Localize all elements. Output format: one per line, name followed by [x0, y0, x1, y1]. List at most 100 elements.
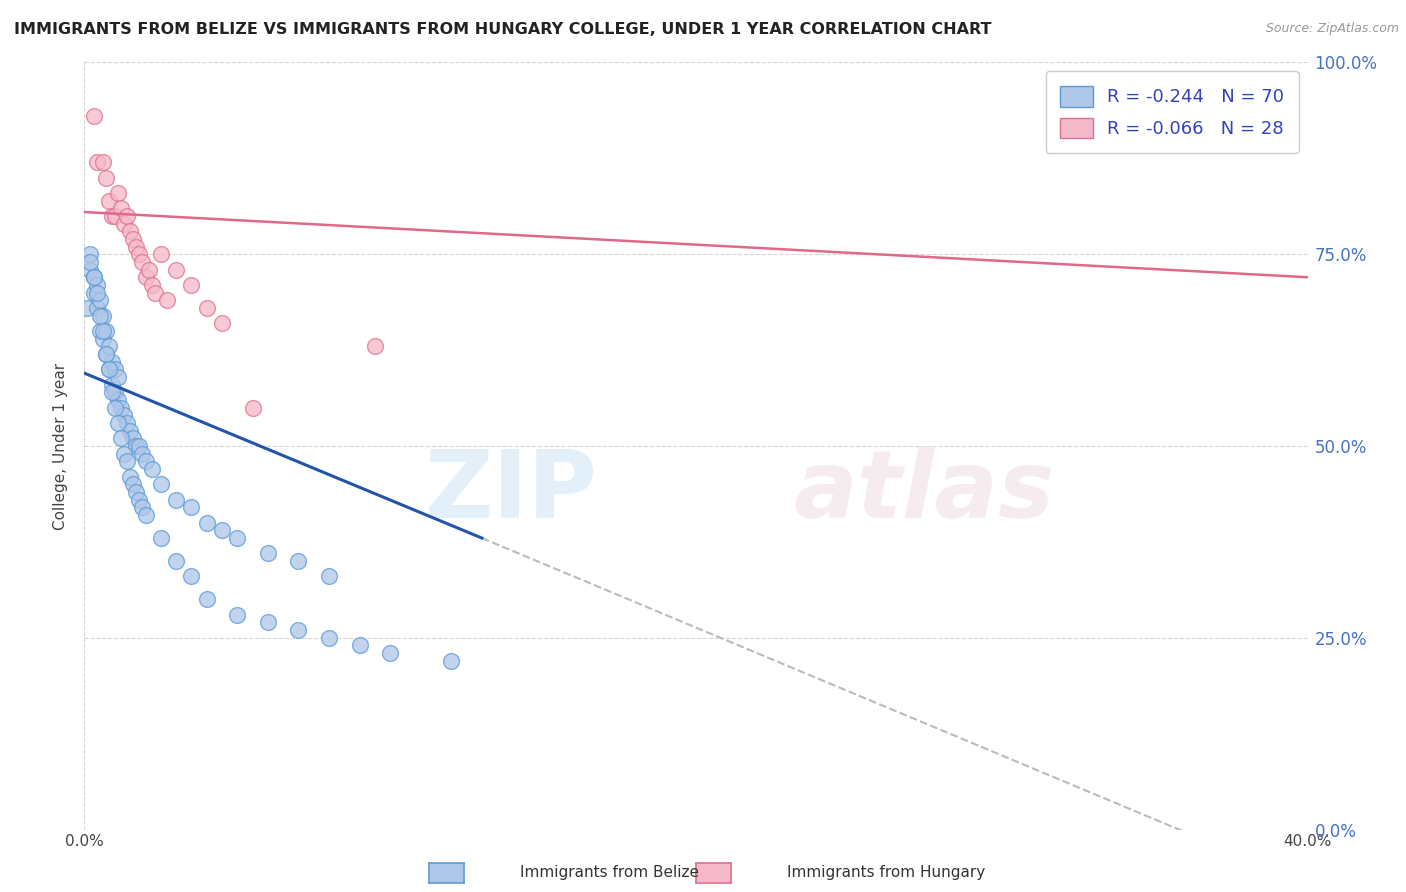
Point	[115, 416, 138, 430]
Point	[257, 615, 280, 630]
Point	[110, 201, 132, 215]
Point	[86, 285, 108, 300]
Point	[120, 469, 142, 483]
Point	[120, 224, 142, 238]
Point	[110, 431, 132, 445]
Point	[115, 454, 138, 468]
Point	[115, 209, 138, 223]
Point	[112, 409, 135, 423]
Point	[318, 569, 340, 583]
Point	[135, 454, 157, 468]
Point	[211, 316, 233, 330]
Point	[112, 217, 135, 231]
Text: atlas: atlas	[794, 446, 1054, 538]
Point	[112, 447, 135, 461]
Point	[143, 285, 166, 300]
Point	[91, 155, 114, 169]
Point	[149, 531, 172, 545]
Point	[135, 270, 157, 285]
Text: ZIP: ZIP	[425, 446, 598, 538]
Point	[107, 416, 129, 430]
Point	[131, 255, 153, 269]
Point	[97, 194, 120, 208]
Point	[122, 477, 145, 491]
Point	[131, 447, 153, 461]
Point	[149, 477, 172, 491]
Point	[125, 485, 148, 500]
Point	[165, 554, 187, 568]
Point	[195, 301, 218, 315]
Point	[131, 500, 153, 515]
Point	[180, 569, 202, 583]
Point	[128, 492, 150, 507]
Point	[440, 654, 463, 668]
Point	[86, 301, 108, 315]
Point	[226, 531, 249, 545]
Point	[79, 262, 101, 277]
Point	[83, 109, 105, 123]
Point	[101, 385, 124, 400]
Point	[89, 324, 111, 338]
Point	[141, 277, 163, 292]
Point	[104, 401, 127, 415]
Point	[195, 592, 218, 607]
Point	[125, 439, 148, 453]
Point	[156, 293, 179, 308]
Point	[287, 554, 309, 568]
Point	[89, 293, 111, 308]
Point	[138, 262, 160, 277]
Point	[180, 500, 202, 515]
Point	[94, 347, 117, 361]
Point	[318, 631, 340, 645]
Point	[165, 262, 187, 277]
Point	[94, 324, 117, 338]
Point	[101, 209, 124, 223]
Point	[101, 354, 124, 368]
Point	[257, 546, 280, 560]
Point	[91, 324, 114, 338]
Point	[86, 155, 108, 169]
Point	[97, 339, 120, 353]
Point	[83, 270, 105, 285]
Point	[364, 339, 387, 353]
Text: Immigrants from Belize: Immigrants from Belize	[520, 865, 699, 880]
Point	[101, 377, 124, 392]
Point	[122, 232, 145, 246]
Point	[180, 277, 202, 292]
Point	[83, 285, 105, 300]
Legend: R = -0.244   N = 70, R = -0.066   N = 28: R = -0.244 N = 70, R = -0.066 N = 28	[1046, 71, 1299, 153]
Point	[125, 239, 148, 253]
Point	[128, 439, 150, 453]
Point	[349, 639, 371, 653]
Point	[128, 247, 150, 261]
Point	[91, 332, 114, 346]
Point	[107, 186, 129, 200]
Point	[91, 309, 114, 323]
Point	[86, 277, 108, 292]
Text: Source: ZipAtlas.com: Source: ZipAtlas.com	[1265, 22, 1399, 36]
Point	[107, 392, 129, 407]
Text: Immigrants from Hungary: Immigrants from Hungary	[787, 865, 986, 880]
Point	[380, 646, 402, 660]
Point	[79, 255, 101, 269]
Text: IMMIGRANTS FROM BELIZE VS IMMIGRANTS FROM HUNGARY COLLEGE, UNDER 1 YEAR CORRELAT: IMMIGRANTS FROM BELIZE VS IMMIGRANTS FRO…	[14, 22, 991, 37]
Point	[122, 431, 145, 445]
Point	[135, 508, 157, 522]
Point	[97, 362, 120, 376]
Point	[211, 524, 233, 538]
Point	[226, 607, 249, 622]
Point	[165, 492, 187, 507]
Point	[94, 170, 117, 185]
Point	[94, 347, 117, 361]
Point	[120, 424, 142, 438]
Point	[107, 370, 129, 384]
Point	[149, 247, 172, 261]
Point	[195, 516, 218, 530]
Point	[89, 309, 111, 323]
Point	[287, 623, 309, 637]
Point	[110, 401, 132, 415]
Point	[104, 362, 127, 376]
Point	[104, 209, 127, 223]
Point	[97, 362, 120, 376]
Point	[76, 301, 98, 315]
